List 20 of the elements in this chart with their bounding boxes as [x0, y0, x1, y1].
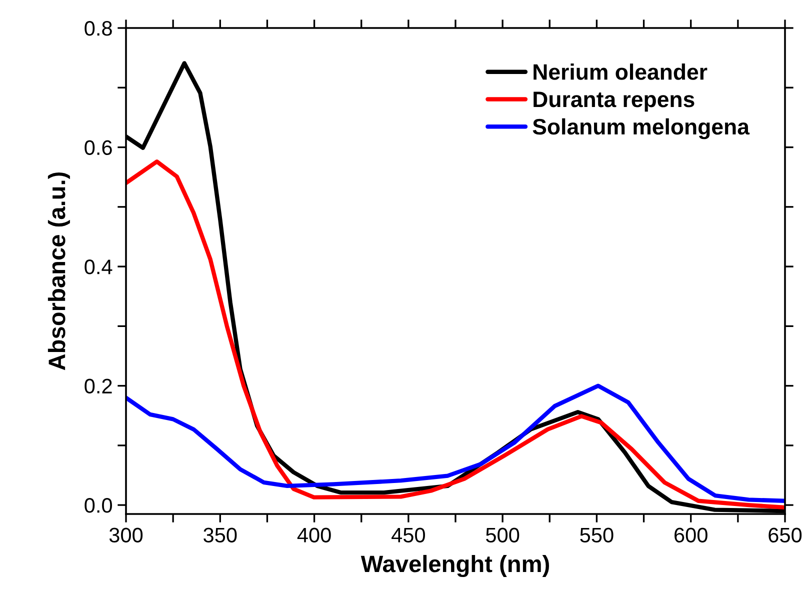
- y-tick-label: 0.0: [84, 498, 112, 513]
- x-tick-label: 500: [486, 528, 520, 542]
- x-tick-label: 550: [580, 528, 614, 542]
- x-tick-label: 400: [297, 528, 331, 542]
- legend-label: Duranta repens: [534, 92, 694, 112]
- legend-label: Nerium oleander: [534, 64, 708, 80]
- y-tick-label: 0.2: [84, 378, 112, 394]
- y-axis-title: Absorbance (a.u.): [48, 172, 70, 370]
- line-series: [126, 159, 785, 510]
- y-tick-label: 0.4: [84, 260, 112, 274]
- legend-label: Solanum melongena: [532, 118, 750, 140]
- x-tick-label: 600: [674, 528, 708, 542]
- x-axis-title: Wavelenght (nm): [360, 554, 549, 578]
- x-tick-label: 650: [768, 528, 802, 542]
- line-series: [126, 384, 785, 503]
- y-tick-label: 0.8: [84, 21, 112, 36]
- x-tick-label: 300: [109, 528, 143, 542]
- x-tick-label: 450: [392, 528, 425, 542]
- x-tick-label: 350: [204, 528, 237, 542]
- y-tick-label: 0.6: [84, 140, 112, 156]
